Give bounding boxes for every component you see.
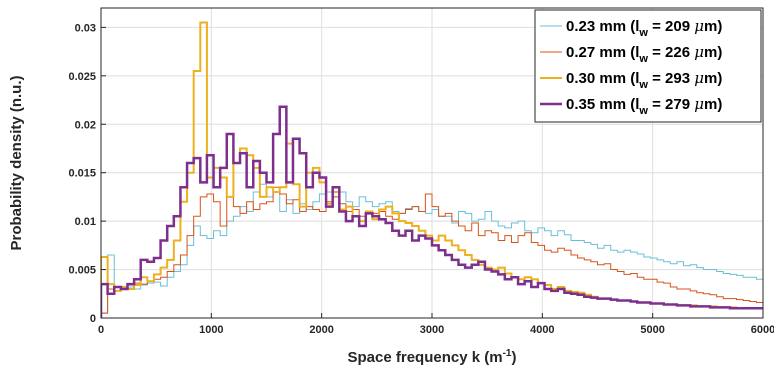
x-tick-label-1: 1000 — [199, 324, 223, 336]
x-axis-title-text: Space frequency k (m — [348, 349, 503, 366]
legend-items: 0.23 mm (lw = 209 μm) 0.27 mm (lw = 226 μ… — [540, 17, 722, 117]
x-tick-label-5: 5000 — [640, 324, 664, 336]
x-tick-label-0: 0 — [98, 324, 104, 336]
x-tick-label-6: 6000 — [751, 324, 774, 336]
legend-label-2: 0.27 mm (lw = 226 μm) — [566, 43, 722, 65]
y-axis-title: Probability density (n.u.) — [8, 75, 25, 250]
y-tick-label-4: 0.02 — [75, 119, 96, 131]
x-axis-title: Space frequency k (m-1) — [348, 348, 517, 366]
series-layer — [101, 21, 763, 318]
x-tick-label-3: 3000 — [420, 324, 444, 336]
legend-label-1: 0.23 mm (lw = 209 μm) — [566, 17, 722, 39]
y-tick-label-6: 0.03 — [75, 22, 96, 34]
y-tick-label-1: 0.005 — [68, 265, 96, 277]
legend: 0.23 mm (lw = 209 μm) 0.27 mm (lw = 226 μ… — [534, 9, 762, 123]
x-axis-title-sup: -1 — [503, 348, 512, 359]
y-tick-label-5: 0.025 — [68, 71, 96, 83]
x-tick-label-2: 2000 — [309, 324, 333, 336]
y-tick-label-0: 0 — [90, 313, 96, 325]
x-axis-title-end: ) — [511, 349, 516, 366]
tick-layer: 0 1000 2000 3000 4000 5000 6000 0 0.005 0.01 0.015… — [68, 22, 774, 336]
legend-label-3: 0.30 mm (lw = 293 μm) — [566, 69, 722, 91]
legend-label-4: 0.35 mm (lw = 279 μm) — [566, 95, 722, 117]
y-tick-label-3: 0.015 — [68, 168, 96, 180]
y-tick-label-2: 0.01 — [75, 216, 96, 228]
series-line-2 — [101, 186, 763, 318]
legend-box — [534, 9, 762, 123]
series-line-4 — [101, 105, 763, 318]
x-tick-label-4: 4000 — [530, 324, 554, 336]
